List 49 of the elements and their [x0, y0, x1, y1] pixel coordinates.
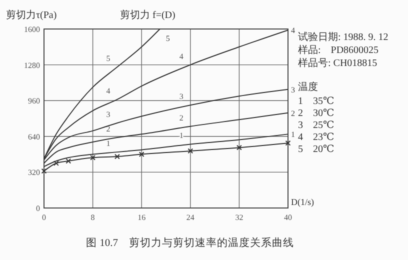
series-label: 2 [291, 108, 295, 118]
text: 1 [106, 139, 110, 148]
y-tick-label: 1280 [24, 60, 40, 70]
x-tick-label: 32 [235, 213, 244, 222]
text: 5 [166, 34, 170, 43]
point [66, 158, 72, 164]
point [41, 168, 47, 174]
text: 4 23℃ [298, 132, 334, 143]
text: 3 25℃ [298, 120, 334, 131]
point [54, 160, 59, 166]
text: 图 10.7 剪切力与剪切速率的温度关系曲线 [86, 236, 294, 249]
point [90, 154, 96, 160]
text: 3 [179, 92, 184, 102]
series-label: 5 [106, 54, 110, 64]
series-label: 1 [291, 130, 295, 140]
point [285, 140, 291, 146]
point [114, 154, 120, 160]
series-label: 3 [291, 85, 295, 94]
text: 3 [106, 110, 110, 119]
y-tick-label: 640 [28, 132, 40, 142]
point [138, 152, 144, 157]
y-tick-label: 0 [36, 204, 40, 213]
x-tick-label: 0 [42, 213, 46, 222]
line-series [44, 134, 288, 168]
text: 5 20℃ [298, 144, 334, 155]
x-tick-label: 24 [186, 213, 194, 222]
text: 剪切力 f=(D) [120, 9, 176, 21]
y-tick-label: 320 [28, 168, 40, 178]
text: 样品号: CH018815 [298, 57, 378, 69]
line-series [44, 112, 288, 164]
y-tick-label: 960 [28, 96, 40, 106]
x-tick-label: 16 [138, 213, 146, 222]
text: 2 [179, 113, 184, 122]
text: 1 35℃ [298, 96, 334, 107]
text: 4 [106, 86, 110, 96]
y-tick-label: 1600 [24, 25, 40, 34]
y-axis-title: 剪切力τ(Pa) [6, 9, 57, 21]
text: 样品: PD8600025 [298, 44, 379, 56]
text: 试验日期: 1988. 9. 12 [298, 31, 388, 43]
text: 4 [179, 52, 184, 61]
x-axis-title: D(1/s) [291, 197, 314, 207]
legend-title: 温度 [298, 81, 318, 93]
point [236, 144, 242, 150]
x-tick-label: 8 [90, 213, 95, 222]
point [188, 148, 194, 154]
x-tick-label: 40 [284, 213, 292, 222]
text: 2 [106, 124, 110, 134]
series-label: 4 [291, 26, 295, 36]
text: 2 30℃ [298, 108, 334, 119]
